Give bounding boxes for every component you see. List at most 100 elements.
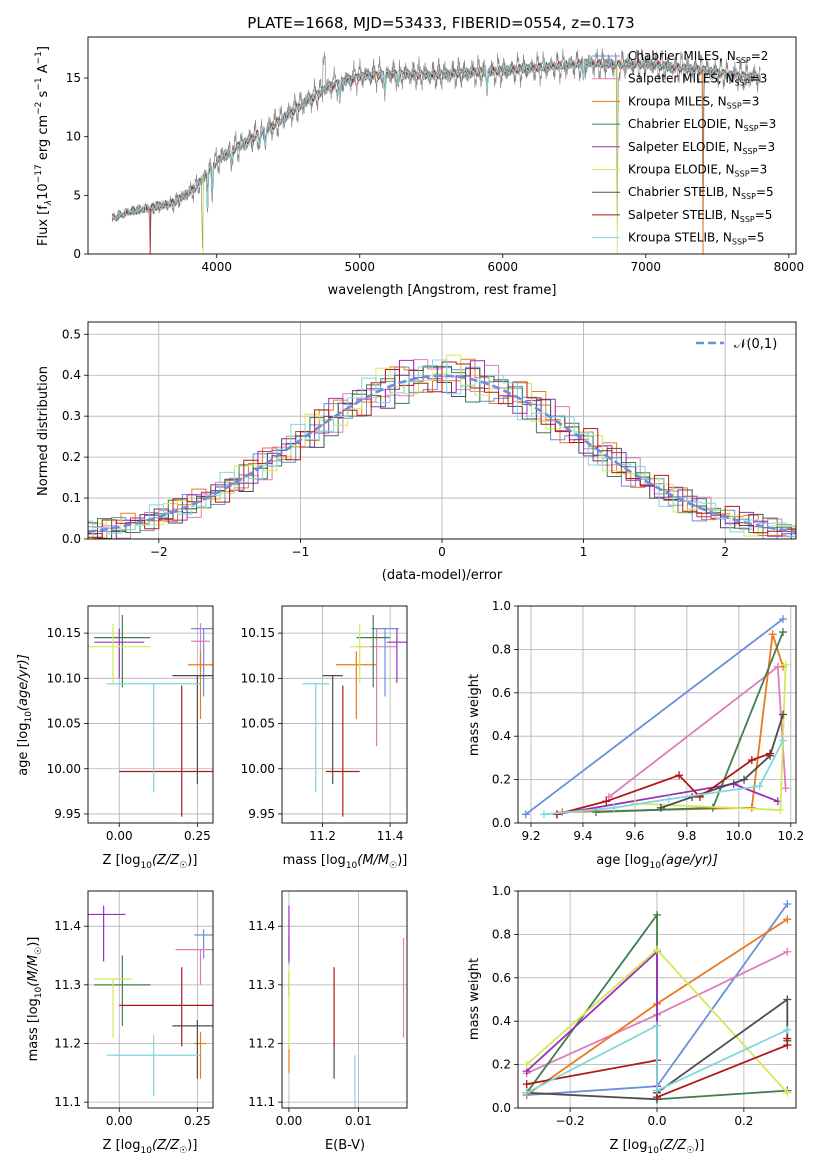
x-tick-label: 9.2 (521, 829, 540, 843)
label-part: SSP (744, 124, 759, 133)
x-tick-label: 0.00 (106, 829, 133, 843)
errorbar-point (88, 905, 126, 962)
weight-point-marker (783, 1034, 792, 1043)
label-part: s (36, 90, 51, 101)
x-tick-label: 0.00 (106, 1114, 133, 1128)
weight-point-marker (664, 795, 673, 804)
errorbar-point (106, 1034, 201, 1097)
axes-frame (517, 890, 797, 1109)
weight-point-marker (656, 803, 665, 812)
x-tick-label: 11.2 (309, 829, 336, 843)
label-part: λ (44, 200, 54, 206)
weight-point-marker (779, 710, 788, 719)
x-tick-label: 9.6 (625, 829, 644, 843)
weight-point-marker (539, 810, 548, 819)
x-tick-label: 8000 (774, 260, 805, 274)
y-tick-label: 0.4 (492, 729, 511, 743)
x-tick-label: 0.00 (276, 1114, 303, 1128)
age-vs-mass-panel: 11.2 11.4 9.95 10.00 10.05 10.10 10.15 mass [lo… (241, 605, 408, 871)
label-part: (age/yr)] (661, 853, 718, 868)
label-part: ☉ (179, 1146, 187, 1156)
errorbar-point (386, 628, 407, 683)
x-tick-label: 2 (721, 545, 729, 559)
y-tick-label: 9.95 (54, 807, 81, 821)
label-part: age [log (596, 853, 649, 868)
label-part: 10 (36, 183, 51, 200)
weight-point-marker (768, 630, 777, 639)
x-tick-label: 6000 (488, 260, 519, 274)
errorbar-point (106, 683, 201, 793)
weight-series-line (525, 618, 784, 816)
label-part: =3 (750, 72, 768, 86)
label-part: (Z/Z (659, 1138, 687, 1153)
label-part: ☉ (34, 947, 44, 955)
label-part: (Z/Z (152, 1138, 180, 1153)
y-tick-label: 0.0 (492, 1101, 511, 1115)
label-part: SSP (741, 192, 756, 201)
weight-point-marker (653, 1086, 661, 1095)
x-tick-label: 0 (438, 545, 446, 559)
plot-area (111, 48, 761, 254)
y-tick-label: 0.0 (492, 816, 511, 830)
axes-frame (281, 890, 408, 1109)
legend-entry: Salpeter STELIB, NSSP=5 (628, 208, 772, 224)
label-part: =5 (747, 231, 765, 245)
errorbar-point (175, 949, 213, 985)
label-part: −17 (34, 164, 44, 183)
x-tick-label: −2 (150, 545, 168, 559)
weight-point-marker (783, 995, 792, 1004)
weight-point-marker (552, 810, 561, 819)
label-part: =2 (751, 49, 769, 63)
plot-area (282, 891, 407, 1108)
y-tick-label: 10 (66, 130, 81, 144)
legend-entry: Kroupa ELODIE, NSSP=3 (628, 163, 767, 179)
label-part: =5 (755, 208, 773, 222)
errorbar-point (194, 929, 213, 959)
x-tick-label: 1 (580, 545, 588, 559)
label-part: (M/M (26, 955, 41, 987)
label-part: mass [log (26, 998, 41, 1061)
label-part: (M/M (357, 853, 389, 868)
x-axis-label: E(B-V) (325, 1138, 365, 1153)
weight-point-marker (521, 810, 530, 819)
errorbar-point (94, 615, 151, 688)
histogram-series (88, 361, 796, 539)
label-part: Kroupa MILES, N (628, 94, 727, 108)
x-tick-label: 0.25 (184, 829, 211, 843)
label-part: Chabrier STELIB, N (628, 185, 741, 199)
weight-point-marker (602, 797, 611, 806)
plot-area (88, 606, 213, 823)
y-tick-label: 10.10 (241, 671, 275, 685)
label-part: Chabrier MILES, N (628, 49, 736, 63)
errorbar-point (172, 1020, 213, 1079)
label-part: (age/yr)] (16, 654, 31, 711)
y-tick-label: 0.0 (62, 532, 81, 546)
y-axis-label: Flux [fλ10−17 erg cm−2 s−1 A−1] (34, 46, 54, 246)
y-tick-label: 10.00 (241, 762, 275, 776)
axes-frame (87, 321, 797, 540)
y-tick-label: 11.3 (248, 978, 275, 992)
x-tick-label: 7000 (631, 260, 662, 274)
x-tick-label: 10.0 (725, 829, 752, 843)
weight-point-marker (653, 1021, 661, 1030)
weight-vs-age-panel: 9.2 9.4 9.6 9.8 10.0 10.2 0.0 0.2 0.4 0.6 0.8 1.0 ag… (467, 599, 804, 871)
legend-entry: Salpeter MILES, NSSP=3 (628, 72, 767, 88)
x-tick-label: 0.25 (184, 1114, 211, 1128)
x-tick-label: −0.2 (556, 1114, 585, 1128)
label-part: Kroupa ELODIE, N (628, 163, 735, 177)
figure-title: PLATE=1668, MJD=53433, FIBERID=0554, z=0… (247, 14, 634, 32)
y-tick-label: 10.05 (47, 717, 81, 731)
label-part: 10 (24, 711, 34, 723)
label-part: =3 (759, 117, 777, 131)
y-tick-label: 11.2 (54, 1036, 81, 1050)
errorbar-point (119, 967, 213, 1047)
y-tick-label: 0.3 (62, 409, 81, 423)
errorbar-point (356, 615, 391, 688)
weight-point-marker (783, 1088, 792, 1097)
label-part: Chabrier ELODIE, N (628, 117, 744, 131)
x-axis-label: age [log10(age/yr)] (596, 853, 718, 871)
y-tick-label: 1.0 (492, 884, 511, 898)
residuals-panel: −2 −1 0 1 2 0.0 0.1 0.2 0.3 0.4 0.5 𝒩(0,1) (data-mod… (36, 321, 797, 583)
errorbar-point (94, 978, 132, 1038)
